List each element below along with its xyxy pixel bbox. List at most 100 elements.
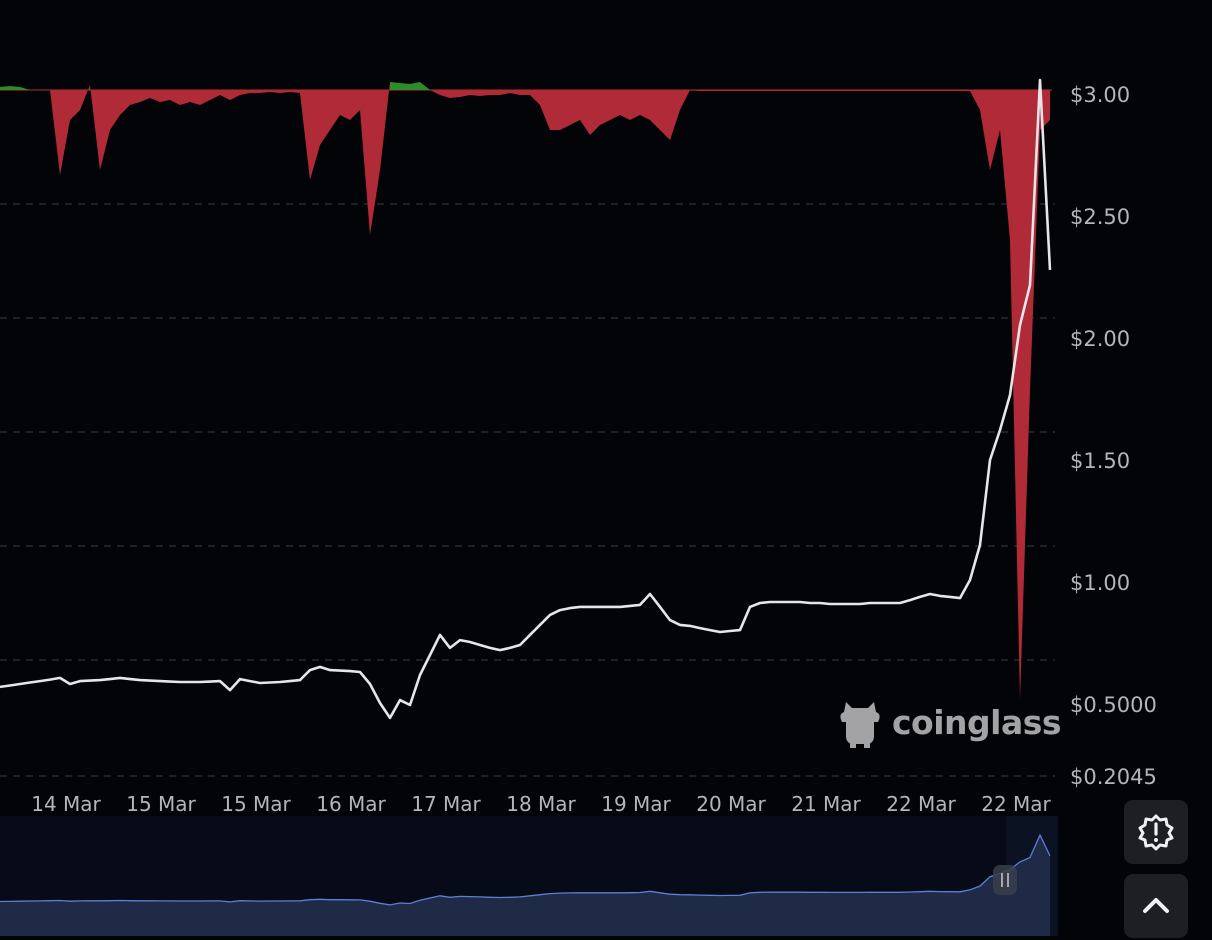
negative-area-segment (480, 90, 490, 96)
x-tick-label: 17 Mar (411, 792, 481, 816)
x-tick-label: 22 Mar (886, 792, 956, 816)
negative-area-segment (970, 90, 980, 110)
navigator-area (0, 835, 1050, 936)
negative-area-segment (670, 90, 680, 140)
negative-area-segment (210, 90, 220, 100)
navigator[interactable] (0, 816, 1058, 936)
negative-area-segment (560, 90, 570, 130)
negative-area-segment (510, 90, 520, 95)
negative-area-segment (870, 90, 880, 91)
negative-area-segment (260, 90, 270, 93)
x-tick-label: 16 Mar (316, 792, 386, 816)
negative-area-segment (990, 90, 1000, 170)
positive-area-segment (390, 82, 400, 90)
watermark-text: coinglass (892, 702, 1062, 742)
navigator-line (0, 833, 1051, 906)
negative-area-segment (80, 85, 90, 110)
positive-area-segment (400, 83, 410, 90)
negative-area-segment (280, 90, 290, 93)
x-tick-label: 19 Mar (601, 792, 671, 816)
negative-area-segment (650, 90, 660, 130)
negative-area-segment (370, 90, 380, 235)
negative-area-segment (840, 90, 850, 91)
x-tick-label: 20 Mar (696, 792, 766, 816)
negative-area-segment (530, 90, 540, 105)
x-tick-label: 22 Mar (981, 792, 1051, 816)
positive-area-segment (410, 82, 420, 90)
navigator-handle[interactable] (993, 865, 1017, 895)
negative-area-segment (450, 90, 460, 98)
negative-area-segment (640, 90, 650, 120)
negative-area-segment (570, 90, 580, 125)
alert-button[interactable] (1124, 800, 1188, 864)
grid-lines (0, 203, 1055, 777)
negative-area-segment (880, 90, 890, 91)
negative-area-segment (700, 90, 710, 91)
negative-area-segment (790, 90, 800, 91)
y-tick-label: $1.50 (1070, 449, 1130, 473)
negative-area-segment (340, 90, 350, 120)
x-tick-label: 18 Mar (506, 792, 576, 816)
negative-area-segment (830, 90, 840, 91)
negative-area-segment (740, 90, 750, 91)
negative-area-segment (610, 90, 620, 120)
positive-area-segment (20, 87, 30, 90)
negative-area-segment (270, 90, 280, 93)
negative-area-segment (310, 90, 320, 180)
positive-area-segment (0, 86, 10, 90)
negative-area-segment (430, 90, 440, 95)
negative-area-segment (350, 90, 360, 120)
negative-area-segment (900, 90, 910, 91)
negative-area-segment (130, 90, 140, 105)
negative-area-segment (240, 90, 250, 95)
badge-alert-icon (1138, 814, 1174, 851)
positive-area-segment (10, 86, 20, 90)
negative-area-segment (140, 90, 150, 102)
negative-area-segment (710, 90, 720, 91)
negative-area-segment (520, 90, 530, 95)
scroll-to-top-button[interactable] (1124, 874, 1188, 938)
negative-area-segment (170, 90, 180, 105)
negative-area-segment (320, 90, 330, 145)
negative-area-segment (1000, 90, 1010, 240)
negative-area-segment (890, 90, 900, 91)
negative-area-segment (200, 90, 210, 105)
negative-area-segment (500, 90, 510, 95)
negative-area-segment (90, 85, 100, 170)
negative-area-segment (630, 90, 640, 120)
negative-area-segment (590, 90, 600, 135)
negative-area-segment (180, 90, 190, 105)
negative-area-segment (810, 90, 820, 91)
negative-area-segment (460, 90, 470, 97)
negative-area-segment (60, 90, 70, 175)
negative-area-segment (440, 90, 450, 98)
x-tick-label: 21 Mar (791, 792, 861, 816)
negative-area-segment (910, 90, 920, 91)
negative-area-segment (150, 90, 160, 102)
negative-area-segment (100, 90, 110, 170)
flow-area-series (0, 82, 1052, 700)
coinglass-logo-icon (840, 702, 880, 748)
chevron-up-icon (1143, 898, 1169, 913)
negative-area-segment (1030, 90, 1040, 390)
negative-area-segment (120, 90, 130, 115)
negative-area-segment (360, 90, 370, 235)
negative-area-segment (470, 90, 480, 96)
negative-area-segment (940, 90, 950, 91)
negative-area-segment (720, 90, 730, 91)
x-tick-label: 14 Mar (31, 792, 101, 816)
price-line (0, 78, 1052, 720)
negative-area-segment (620, 90, 630, 120)
negative-area-segment (750, 90, 760, 91)
y-axis: $3.00 $2.50 $2.00 $1.50 $1.00 $0.5000 $0.2045 (1070, 83, 1157, 789)
negative-area-segment (380, 82, 390, 170)
negative-area-segment (1010, 90, 1020, 700)
x-tick-label: 15 Mar (221, 792, 291, 816)
negative-area-segment (490, 90, 500, 95)
coinglass-watermark: coinglass (836, 696, 1062, 748)
negative-area-segment (70, 90, 80, 120)
negative-area-segment (290, 90, 300, 93)
negative-area-segment (550, 90, 560, 130)
